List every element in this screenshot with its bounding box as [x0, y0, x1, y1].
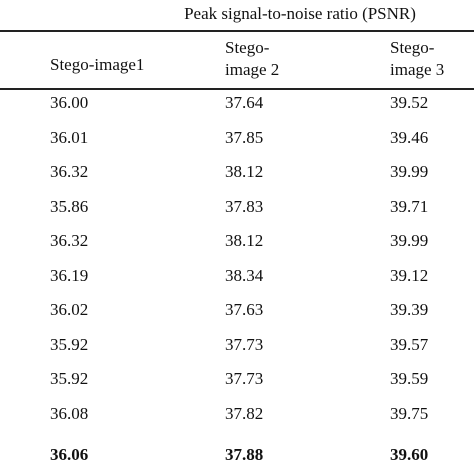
table-cell: 39.39 — [390, 300, 429, 319]
top-rule — [0, 30, 474, 32]
table-cell: 39.57 — [390, 334, 429, 354]
table-cell: 39.59 — [390, 369, 429, 388]
table-cell: 39.99 — [390, 162, 429, 181]
table-title: Peak signal-to-noise ratio (PSNR) — [184, 4, 416, 23]
table-cell: 36.32 — [50, 162, 89, 181]
table-cell: 38.12 — [225, 231, 264, 250]
header-rule — [0, 88, 474, 90]
table-cell: 36.08 — [50, 403, 89, 423]
table-cell: 36.01 — [50, 127, 89, 147]
column-header: Stego-image1 — [50, 55, 145, 74]
summary-cell: 39.60 — [390, 445, 429, 464]
table-cell: 38.12 — [225, 162, 264, 181]
table-cell: 37.83 — [225, 196, 264, 216]
table-cell: 36.32 — [50, 231, 89, 250]
table-cell: 37.64 — [225, 93, 264, 112]
table-cell: 36.19 — [50, 265, 89, 285]
table-cell: 37.63 — [225, 300, 264, 319]
summary-cell: 36.06 — [50, 445, 89, 464]
table-cell: 36.02 — [50, 300, 89, 319]
column-header: image 2 — [225, 60, 280, 79]
table-cell: 36.00 — [50, 93, 89, 112]
table-cell: 39.75 — [390, 403, 429, 423]
table-cell: 37.73 — [225, 369, 264, 388]
column-header: Stego- — [390, 38, 435, 57]
table-cell: 35.92 — [50, 334, 89, 354]
table-cell: 35.92 — [50, 369, 89, 388]
table-cell: 38.34 — [225, 265, 264, 285]
table-cell: 39.71 — [390, 196, 429, 216]
table-cell: 39.12 — [390, 265, 429, 285]
table-cell: 39.52 — [390, 93, 429, 112]
table-cell: 37.85 — [225, 127, 264, 147]
column-header: image 3 — [390, 60, 445, 79]
summary-cell: 37.88 — [225, 445, 264, 464]
table-cell: 39.46 — [390, 127, 429, 147]
table-cell: 35.86 — [50, 196, 89, 216]
table-cell: 37.73 — [225, 334, 264, 354]
table-cell: 39.99 — [390, 231, 429, 250]
table-cell: 37.82 — [225, 403, 264, 423]
column-header: Stego- — [225, 38, 270, 57]
